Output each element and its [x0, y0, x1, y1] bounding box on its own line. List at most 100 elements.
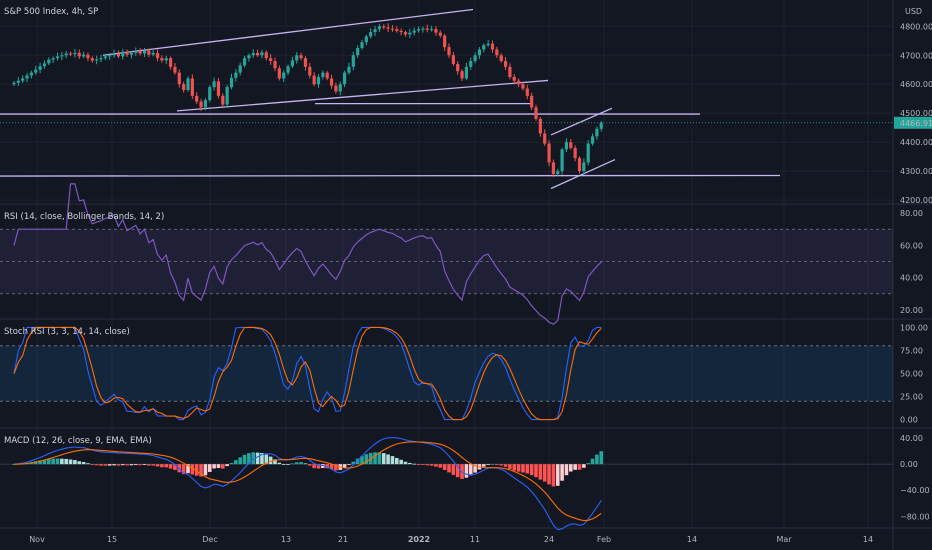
candle-body[interactable]	[90, 58, 94, 61]
candle-body[interactable]	[68, 53, 73, 55]
candle-body[interactable]	[203, 100, 207, 108]
candle-body[interactable]	[182, 84, 186, 91]
candle-body[interactable]	[421, 28, 425, 30]
candle-body[interactable]	[373, 29, 377, 33]
candle-body[interactable]	[273, 61, 277, 69]
candle-body[interactable]	[582, 162, 586, 172]
candle-body[interactable]	[560, 149, 564, 172]
candle-body[interactable]	[447, 47, 451, 56]
candle-body[interactable]	[473, 55, 477, 62]
candle-body[interactable]	[386, 27, 390, 29]
candle-body[interactable]	[290, 60, 294, 67]
upper-trend-line[interactable]	[102, 8, 474, 56]
candle-body[interactable]	[169, 58, 173, 67]
candle-body[interactable]	[438, 32, 442, 36]
candle-body[interactable]	[495, 49, 499, 56]
candle-body[interactable]	[590, 136, 595, 144]
candle-body[interactable]	[142, 50, 147, 54]
candle-body[interactable]	[199, 101, 203, 108]
candle-body[interactable]	[208, 87, 212, 101]
candle-body[interactable]	[382, 26, 386, 28]
candle-body[interactable]	[221, 95, 225, 105]
candle-body[interactable]	[99, 58, 103, 60]
candle-body[interactable]	[364, 36, 368, 43]
candle-body[interactable]	[416, 29, 421, 31]
candle-body[interactable]	[264, 52, 268, 59]
candle-body[interactable]	[316, 76, 321, 85]
candle-body[interactable]	[16, 80, 20, 83]
candle-body[interactable]	[251, 52, 255, 56]
candle-body[interactable]	[164, 58, 168, 61]
candle-body[interactable]	[525, 88, 529, 96]
candle-body[interactable]	[216, 81, 221, 96]
candle-body[interactable]	[530, 95, 534, 108]
candle-body[interactable]	[116, 53, 120, 57]
candle-body[interactable]	[112, 53, 116, 56]
candle-body[interactable]	[508, 66, 512, 77]
candle-body[interactable]	[64, 53, 68, 56]
candle-body[interactable]	[377, 26, 381, 30]
candle-body[interactable]	[60, 55, 64, 57]
candle-body[interactable]	[325, 72, 329, 79]
candle-body[interactable]	[425, 28, 429, 30]
candle-body[interactable]	[443, 35, 447, 48]
candle-body[interactable]	[73, 52, 77, 55]
candle-body[interactable]	[469, 61, 473, 67]
candle-body[interactable]	[390, 28, 395, 30]
candle-body[interactable]	[47, 59, 51, 64]
candle-body[interactable]	[160, 58, 164, 61]
candle-body[interactable]	[260, 52, 264, 56]
support-line[interactable]	[0, 174, 781, 177]
candle-body[interactable]	[430, 29, 434, 31]
candle-body[interactable]	[151, 52, 155, 55]
candle-body[interactable]	[321, 72, 325, 77]
candle-body[interactable]	[360, 42, 364, 49]
candle-body[interactable]	[51, 58, 55, 60]
candle-body[interactable]	[586, 143, 590, 163]
candle-body[interactable]	[347, 66, 351, 73]
candle-body[interactable]	[29, 72, 33, 76]
candle-body[interactable]	[125, 51, 129, 55]
candle-body[interactable]	[269, 58, 273, 62]
macd-signal-line[interactable]	[13, 441, 602, 522]
candle-body[interactable]	[329, 78, 334, 86]
candle-body[interactable]	[512, 76, 516, 81]
channel-upper-line[interactable]	[550, 107, 613, 136]
candle-body[interactable]	[212, 81, 216, 88]
candle-body[interactable]	[256, 52, 260, 56]
candle-body[interactable]	[95, 59, 99, 61]
candle-body[interactable]	[242, 58, 247, 66]
candle-body[interactable]	[477, 49, 482, 56]
candle-body[interactable]	[82, 54, 86, 57]
candle-body[interactable]	[195, 95, 199, 102]
candle-body[interactable]	[464, 66, 468, 79]
candle-body[interactable]	[38, 66, 42, 70]
candle-body[interactable]	[499, 55, 503, 62]
candle-body[interactable]	[129, 52, 134, 55]
candle-body[interactable]	[312, 75, 316, 85]
candle-body[interactable]	[229, 77, 234, 88]
candle-body[interactable]	[434, 29, 438, 33]
candle-body[interactable]	[108, 55, 112, 57]
candle-body[interactable]	[343, 72, 347, 85]
candle-body[interactable]	[173, 66, 177, 73]
candle-body[interactable]	[573, 147, 577, 159]
candle-body[interactable]	[403, 32, 408, 35]
candle-body[interactable]	[282, 72, 286, 79]
candle-body[interactable]	[286, 66, 290, 73]
candle-body[interactable]	[451, 55, 455, 64]
candle-body[interactable]	[55, 56, 60, 59]
candle-body[interactable]	[503, 61, 508, 67]
candle-body[interactable]	[551, 162, 555, 175]
candle-body[interactable]	[186, 78, 190, 91]
candle-body[interactable]	[25, 75, 29, 79]
candle-body[interactable]	[308, 66, 312, 76]
candle-body[interactable]	[238, 65, 242, 73]
candle-body[interactable]	[334, 85, 338, 92]
candle-body[interactable]	[556, 171, 560, 175]
candle-body[interactable]	[34, 69, 38, 73]
candle-body[interactable]	[12, 82, 16, 85]
candle-body[interactable]	[190, 78, 194, 96]
candle-body[interactable]	[247, 55, 251, 59]
